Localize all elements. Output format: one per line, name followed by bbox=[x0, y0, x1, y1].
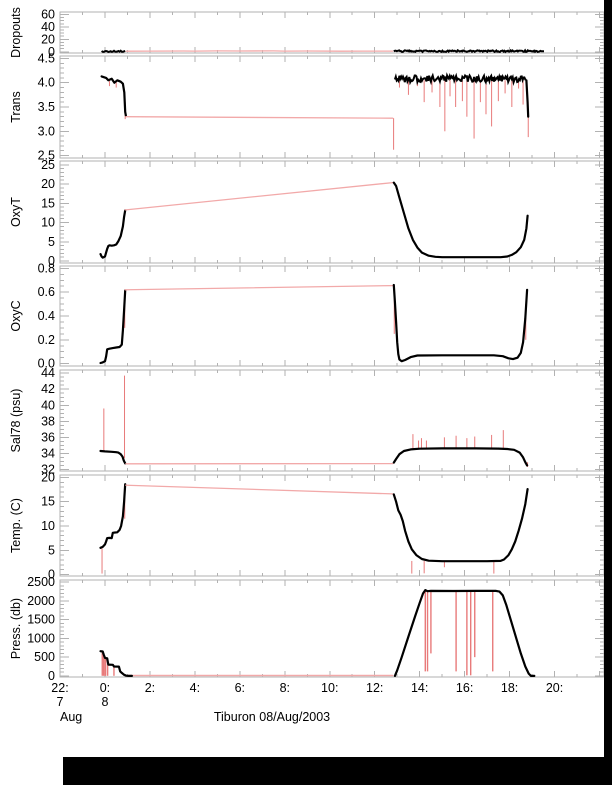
axis-title-trans: Trans bbox=[9, 91, 23, 123]
y-tick-label: 0.0 bbox=[38, 357, 55, 371]
panel-box-trans bbox=[59, 55, 605, 159]
x-tick-label: 6: bbox=[235, 681, 245, 695]
y-tick-label: 3.5 bbox=[38, 100, 55, 114]
y-tick-label: 25 bbox=[41, 158, 55, 172]
y-tick-label: 5 bbox=[48, 543, 55, 557]
y-tick-label: 0.4 bbox=[38, 309, 55, 323]
series-line-sal78 bbox=[99, 449, 127, 465]
y-tick-label: 1500 bbox=[27, 613, 55, 627]
y-tick-label: 32 bbox=[41, 462, 55, 476]
series-line-temp bbox=[125, 484, 394, 495]
series-noise-dropouts bbox=[393, 48, 544, 54]
axis-title-oxyc: OxyC bbox=[9, 300, 23, 331]
y-tick-label: 2500 bbox=[27, 575, 55, 589]
y-tick-label: 44 bbox=[41, 366, 55, 380]
panel-box-press bbox=[59, 579, 605, 678]
axis-title-press: Press. (db) bbox=[9, 598, 23, 659]
series-line-oxyt bbox=[99, 209, 127, 259]
y-tick-label: 2000 bbox=[27, 594, 55, 608]
y-tick-label: 500 bbox=[34, 650, 55, 664]
y-tick-label: 34 bbox=[41, 446, 55, 460]
y-tick-label: 4.5 bbox=[38, 51, 55, 65]
y-tick-label: 4.0 bbox=[38, 76, 55, 90]
y-tick-label: 3.0 bbox=[38, 124, 55, 138]
y-tick-label: 20 bbox=[41, 177, 55, 191]
x-tick-label: 20: bbox=[546, 681, 563, 695]
month-label: Aug bbox=[60, 710, 83, 724]
day-label: 7 bbox=[57, 695, 64, 709]
y-tick-label: 40 bbox=[41, 398, 55, 412]
y-tick-label: 0 bbox=[48, 254, 55, 268]
series-line-press bbox=[99, 650, 133, 678]
y-tick-label: 10 bbox=[41, 216, 55, 230]
day-label: 8 bbox=[101, 695, 108, 709]
y-tick-label: 0 bbox=[48, 45, 55, 59]
y-tick-label: 5 bbox=[48, 235, 55, 249]
axis-title-sal78: Sal78 (psu) bbox=[9, 389, 23, 453]
axis-title-temp: Temp. (C) bbox=[9, 498, 23, 553]
x-tick-label: 16: bbox=[456, 681, 473, 695]
y-tick-label: 0.6 bbox=[38, 285, 55, 299]
y-tick-label: 38 bbox=[41, 414, 55, 428]
axis-title-oxyt: OxyT bbox=[9, 197, 23, 227]
panel-box-oxyc bbox=[59, 265, 605, 367]
series-line-oxyt bbox=[392, 181, 529, 259]
x-tick-label: 12: bbox=[366, 681, 383, 695]
scan-border-right bbox=[604, 0, 612, 785]
series-line-oxyt bbox=[124, 181, 394, 211]
plot-canvas: 0204060Dropouts2.53.03.54.04.5Trans05101… bbox=[9, 7, 605, 709]
panel-box-dropouts bbox=[59, 11, 605, 54]
y-tick-label: 0.2 bbox=[38, 333, 55, 347]
x-tick-label: 4: bbox=[190, 681, 200, 695]
x-tick-label: 8: bbox=[280, 681, 290, 695]
plot-title: Tiburon 08/Aug/2003 bbox=[213, 710, 331, 724]
x-tick-label: 10: bbox=[321, 681, 338, 695]
series-noise-trans bbox=[393, 72, 527, 86]
series-line-trans bbox=[125, 116, 394, 119]
scan-border-bottom bbox=[63, 757, 612, 785]
x-tick-label: 22: bbox=[51, 681, 68, 695]
series-noise-dropouts bbox=[101, 49, 126, 53]
x-tick-label: 2: bbox=[145, 681, 155, 695]
series-line-trans bbox=[525, 79, 530, 118]
y-tick-label: 20 bbox=[41, 470, 55, 484]
y-tick-label: 1000 bbox=[27, 631, 55, 645]
panel-box-temp bbox=[59, 474, 605, 577]
x-tick-label: 14: bbox=[411, 681, 428, 695]
y-tick-label: 15 bbox=[41, 196, 55, 210]
x-tick-label: 18: bbox=[501, 681, 518, 695]
y-tick-label: 42 bbox=[41, 382, 55, 396]
y-tick-label: 10 bbox=[41, 519, 55, 533]
y-tick-label: 15 bbox=[41, 495, 55, 509]
y-tick-label: 36 bbox=[41, 430, 55, 444]
y-tick-label: 0 bbox=[48, 568, 55, 582]
series-line-temp bbox=[99, 483, 127, 549]
x-tick-label: 0: bbox=[100, 681, 110, 695]
y-tick-label: 0 bbox=[48, 669, 55, 683]
series-line-oxyc bbox=[124, 284, 394, 291]
panel-box-oxyt bbox=[59, 160, 605, 264]
axis-title-dropouts: Dropouts bbox=[9, 7, 23, 58]
y-tick-label: 0.8 bbox=[38, 261, 55, 275]
y-tick-label: 2.5 bbox=[38, 149, 55, 163]
series-line-press bbox=[393, 588, 536, 678]
series-line-oxyc bbox=[99, 289, 127, 365]
series-line-sal78 bbox=[392, 447, 529, 467]
series-line-trans bbox=[100, 75, 128, 117]
y-tick-label: 20 bbox=[41, 32, 55, 46]
series-line-temp bbox=[392, 488, 529, 563]
y-tick-label: 40 bbox=[41, 20, 55, 34]
y-tick-label: 60 bbox=[41, 7, 55, 21]
series-line-oxyc bbox=[392, 283, 529, 363]
